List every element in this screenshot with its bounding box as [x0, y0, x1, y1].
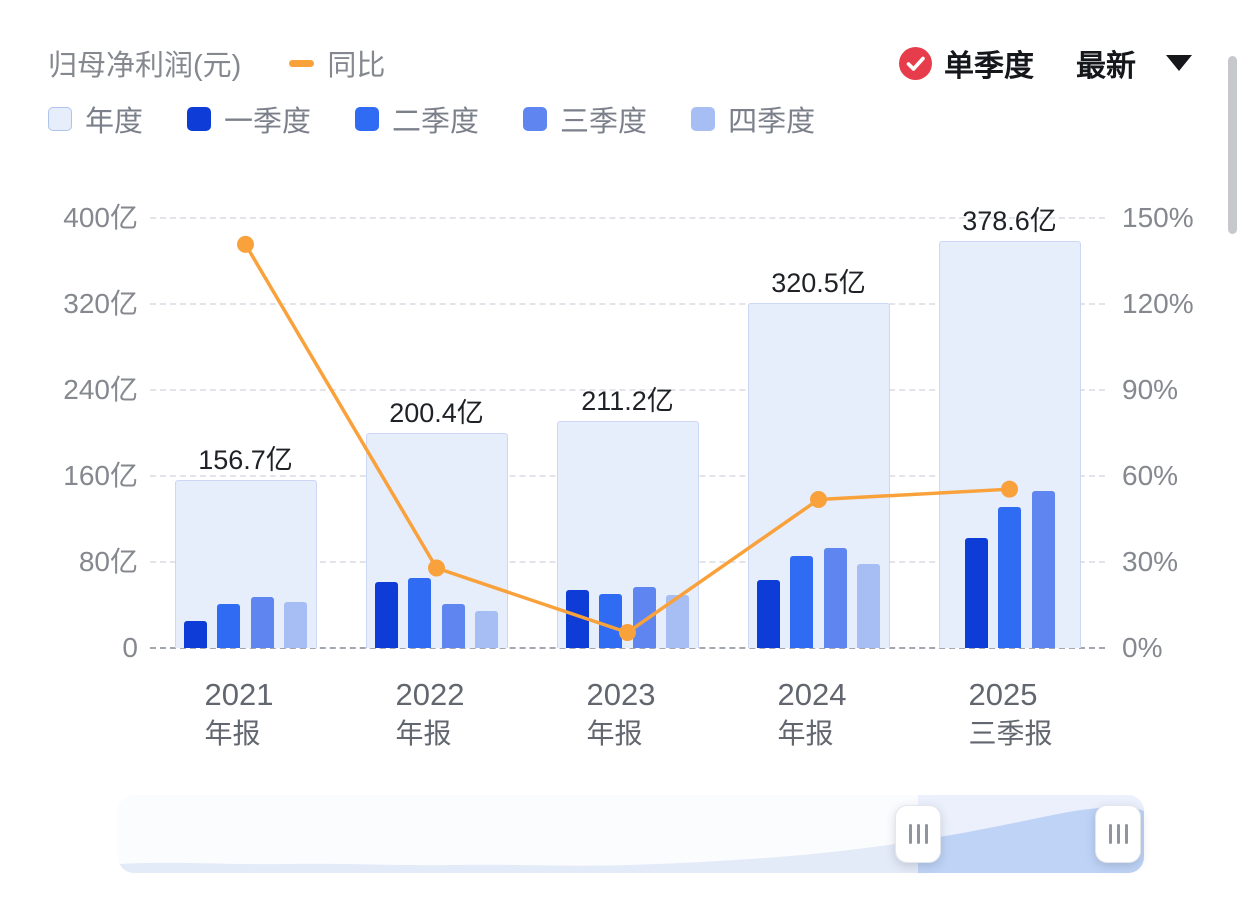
chart-header: 归母净利润(元) 同比 单季度 最新: [48, 38, 1192, 88]
y-axis-tick-left: 400亿: [63, 202, 138, 233]
x-axis-label: 2022 年报: [396, 676, 465, 751]
single-quarter-toggle[interactable]: 单季度: [899, 41, 1034, 85]
quarter-bar-q1[interactable]: [374, 582, 398, 648]
yoy-point: [237, 235, 254, 253]
check-icon: [899, 46, 932, 80]
quarter-bar-q1[interactable]: [756, 580, 780, 648]
quarter-bar-q1[interactable]: [964, 538, 988, 648]
yoy-legend-item[interactable]: 同比: [289, 42, 385, 84]
y-axis-tick-right: 60%: [1122, 460, 1179, 491]
x-axis-period: 年报: [777, 718, 834, 749]
datazoom-right-handle[interactable]: [1095, 805, 1141, 863]
legend-item-q4[interactable]: 四季度: [691, 98, 815, 140]
quarter-bar-q3[interactable]: [1031, 491, 1055, 648]
x-axis-year: 2021: [204, 677, 274, 712]
latest-dropdown[interactable]: 最新: [1076, 41, 1192, 85]
legend-swatch-q3: [523, 107, 548, 131]
grip-icon: [1124, 824, 1128, 844]
quarter-bar-q2[interactable]: [790, 555, 814, 648]
x-axis-label: 2024 年报: [778, 676, 847, 751]
quarter-bar-q3[interactable]: [250, 597, 274, 648]
vertical-scrollbar[interactable]: [1228, 56, 1237, 234]
gridline: [150, 647, 1105, 649]
annual-value-label: 200.4亿: [389, 397, 484, 428]
y-axis-tick-right: 30%: [1122, 546, 1179, 577]
y-axis-tick-left: 320亿: [63, 288, 138, 319]
y-axis-tick-left: 240亿: [63, 374, 138, 405]
legend-item-annual[interactable]: 年度: [48, 98, 143, 140]
quarter-bar-q1[interactable]: [183, 621, 207, 648]
quarter-bar-q1[interactable]: [565, 589, 589, 648]
quarter-legend: 年度 一季度 二季度 三季度 四季度: [48, 98, 815, 140]
quarter-bar-q2[interactable]: [408, 578, 432, 648]
quarter-bar-q2[interactable]: [599, 594, 623, 648]
legend-item-q3[interactable]: 三季度: [523, 98, 647, 140]
x-axis-period: 年报: [204, 718, 261, 749]
y-axis-tick-right: 120%: [1122, 288, 1194, 319]
quarter-bar-q3[interactable]: [823, 548, 847, 648]
quarter-bar-q2[interactable]: [998, 507, 1021, 648]
legend-swatch-q1: [187, 107, 212, 131]
quarter-bar-q4[interactable]: [857, 564, 881, 648]
grip-icon: [1116, 824, 1120, 844]
chart-title: 归母净利润(元): [48, 50, 242, 82]
datazoom-preview: [118, 795, 1144, 873]
legend-label-q1: 一季度: [224, 106, 312, 138]
quarter-bar-q4[interactable]: [475, 611, 499, 648]
single-quarter-label: 单季度: [944, 50, 1034, 83]
legend-label-annual: 年度: [85, 106, 144, 138]
latest-label: 最新: [1076, 50, 1136, 83]
annual-value-label: 156.7亿: [198, 444, 293, 475]
legend-item-q1[interactable]: 一季度: [187, 98, 311, 140]
legend-swatch-q4: [691, 107, 716, 131]
yoy-line-swatch: [289, 59, 315, 67]
grip-icon: [924, 824, 928, 844]
legend-label-q4: 四季度: [728, 106, 816, 138]
grip-icon: [908, 824, 912, 844]
x-axis-label: 2025 三季报: [969, 676, 1053, 751]
x-axis-label: 2023 年报: [587, 676, 656, 751]
x-axis-year: 2025: [968, 677, 1038, 712]
quarter-bar-q2[interactable]: [217, 603, 241, 648]
quarter-bar-q4[interactable]: [666, 595, 690, 648]
y-axis-tick-left: 0: [122, 632, 138, 663]
annual-value-label: 211.2亿: [581, 385, 674, 416]
quarter-bar-q4[interactable]: [284, 601, 308, 648]
legend-swatch-q2: [355, 107, 380, 131]
legend-item-q2[interactable]: 二季度: [355, 98, 479, 140]
grip-icon: [916, 824, 920, 844]
x-axis-label: 2021 年报: [205, 676, 274, 751]
datazoom-left-handle[interactable]: [895, 805, 941, 863]
quarter-bar-q3[interactable]: [632, 586, 656, 648]
x-axis-year: 2024: [777, 677, 847, 712]
x-axis-period: 年报: [395, 718, 452, 749]
legend-label-q3: 三季度: [560, 106, 648, 138]
legend-swatch-annual: [48, 107, 72, 131]
annual-value-label: 378.6亿: [962, 206, 1057, 237]
y-axis-tick-right: 150%: [1122, 202, 1194, 233]
annual-value-label: 320.5亿: [771, 268, 866, 299]
gridline: [150, 217, 1105, 219]
x-axis-year: 2023: [586, 677, 656, 712]
y-axis-tick-right: 90%: [1122, 374, 1179, 405]
y-axis-tick-left: 160亿: [63, 460, 138, 491]
datazoom-track[interactable]: [118, 795, 1144, 873]
legend-label-q2: 二季度: [392, 106, 480, 138]
chart-plot-area: 156.7亿 200.4亿 211.2亿 320.5亿 378.6亿: [150, 206, 1105, 649]
x-axis-year: 2022: [395, 677, 465, 712]
y-axis-tick-left: 80亿: [78, 546, 138, 577]
x-axis-period: 三季报: [968, 718, 1053, 749]
caret-down-icon: [1166, 55, 1192, 71]
grip-icon: [1108, 824, 1112, 844]
quarter-bar-q3[interactable]: [441, 603, 465, 648]
yoy-legend-label: 同比: [327, 50, 386, 82]
header-controls: 单季度 最新: [899, 41, 1192, 85]
x-axis-period: 年报: [586, 718, 643, 749]
y-axis-tick-right: 0%: [1122, 632, 1163, 663]
